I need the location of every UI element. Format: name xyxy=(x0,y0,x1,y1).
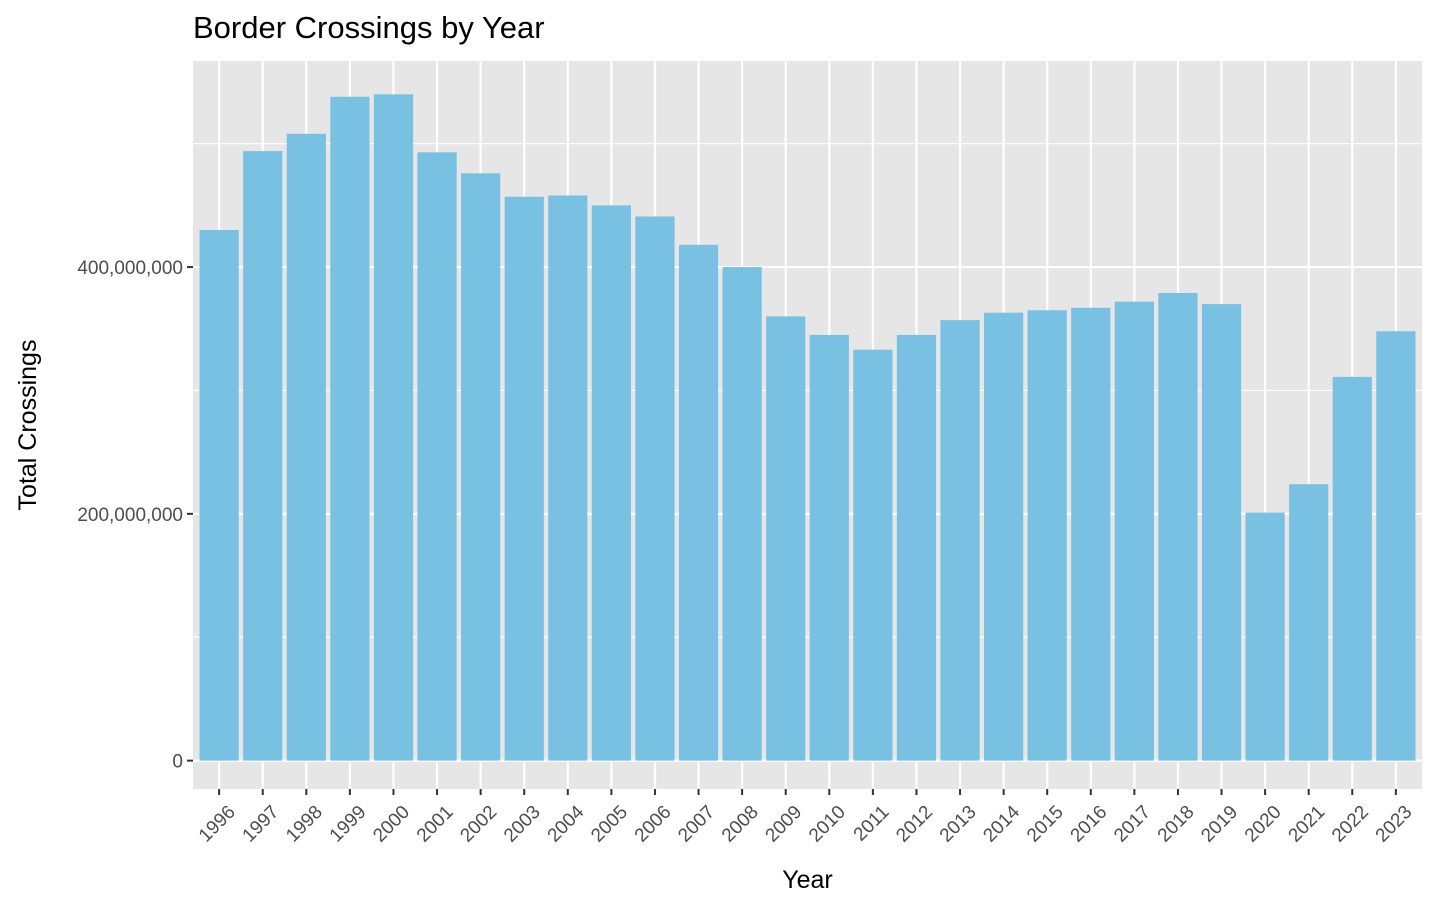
x-axis: 1996199719981999200020012002200320042005… xyxy=(195,789,1416,846)
x-tick-label: 2008 xyxy=(718,802,763,847)
bar-1996 xyxy=(199,230,239,761)
bar-2019 xyxy=(1201,304,1242,761)
y-tick-label: 200,000,000 xyxy=(77,505,183,526)
x-tick-label: 2011 xyxy=(850,802,894,846)
bar-2009 xyxy=(766,316,806,761)
x-tick-label: 2005 xyxy=(587,802,632,847)
bar-2021 xyxy=(1289,484,1329,761)
bar-2022 xyxy=(1332,376,1372,761)
x-tick-label: 1999 xyxy=(326,802,371,847)
x-tick-label: 1998 xyxy=(282,802,327,847)
x-tick-label: 2019 xyxy=(1197,802,1242,847)
bar-2003 xyxy=(504,196,544,761)
bar-2014 xyxy=(984,312,1024,761)
bar-1997 xyxy=(243,151,283,761)
bar-2017 xyxy=(1114,301,1154,761)
x-tick-label: 2001 xyxy=(413,802,458,847)
y-tick-label: 0 xyxy=(172,752,183,773)
x-tick-label: 2013 xyxy=(936,802,981,847)
x-tick-label: 2000 xyxy=(369,802,414,847)
x-tick-label: 2021 xyxy=(1285,802,1330,847)
x-tick-label: 2012 xyxy=(892,802,937,847)
bar-2005 xyxy=(591,205,631,761)
y-tick-label: 400,000,000 xyxy=(77,258,183,279)
x-tick-label: 2018 xyxy=(1154,802,1199,847)
bar-2011 xyxy=(853,349,893,761)
x-tick-label: 1997 xyxy=(239,802,284,847)
bar-2013 xyxy=(940,320,980,761)
y-axis: 0 200,000,000 400,000,000 xyxy=(77,258,193,773)
bar-2015 xyxy=(1027,310,1067,761)
x-tick-label: 2002 xyxy=(456,802,501,847)
bar-2006 xyxy=(635,216,675,761)
x-tick-label: 2004 xyxy=(544,801,589,846)
bar-2004 xyxy=(548,195,588,761)
x-tick-label: 2014 xyxy=(979,801,1024,846)
x-tick-label: 2020 xyxy=(1241,802,1286,847)
bar-1998 xyxy=(286,133,326,761)
y-axis-title: Total Crossings xyxy=(14,340,42,511)
bar-2016 xyxy=(1071,307,1111,761)
bars xyxy=(199,94,1416,761)
bar-1999 xyxy=(330,96,370,761)
bar-2008 xyxy=(722,267,762,761)
bar-2018 xyxy=(1158,292,1198,761)
x-tick-label: 2009 xyxy=(762,802,807,847)
bar-2023 xyxy=(1376,331,1416,761)
bar-2000 xyxy=(373,94,414,761)
bar-2020 xyxy=(1245,512,1285,761)
x-axis-title: Year xyxy=(782,866,833,894)
x-tick-label: 2023 xyxy=(1372,802,1417,847)
x-tick-label: 2003 xyxy=(500,802,545,847)
x-tick-label: 2015 xyxy=(1023,802,1068,847)
bar-2001 xyxy=(417,152,457,761)
x-tick-label: 2010 xyxy=(805,802,850,847)
x-tick-label: 2022 xyxy=(1328,802,1373,847)
chart-title: Border Crossings by Year xyxy=(193,10,545,45)
x-tick-label: 2017 xyxy=(1110,802,1155,847)
x-tick-label: 2006 xyxy=(631,802,676,847)
x-tick-label: 2016 xyxy=(1067,802,1112,847)
x-tick-label: 2007 xyxy=(674,802,719,847)
bar-2010 xyxy=(809,334,849,761)
bar-2007 xyxy=(678,244,719,761)
bar-2002 xyxy=(461,173,501,761)
x-tick-label: 1996 xyxy=(195,802,240,847)
bar-2012 xyxy=(896,334,937,761)
